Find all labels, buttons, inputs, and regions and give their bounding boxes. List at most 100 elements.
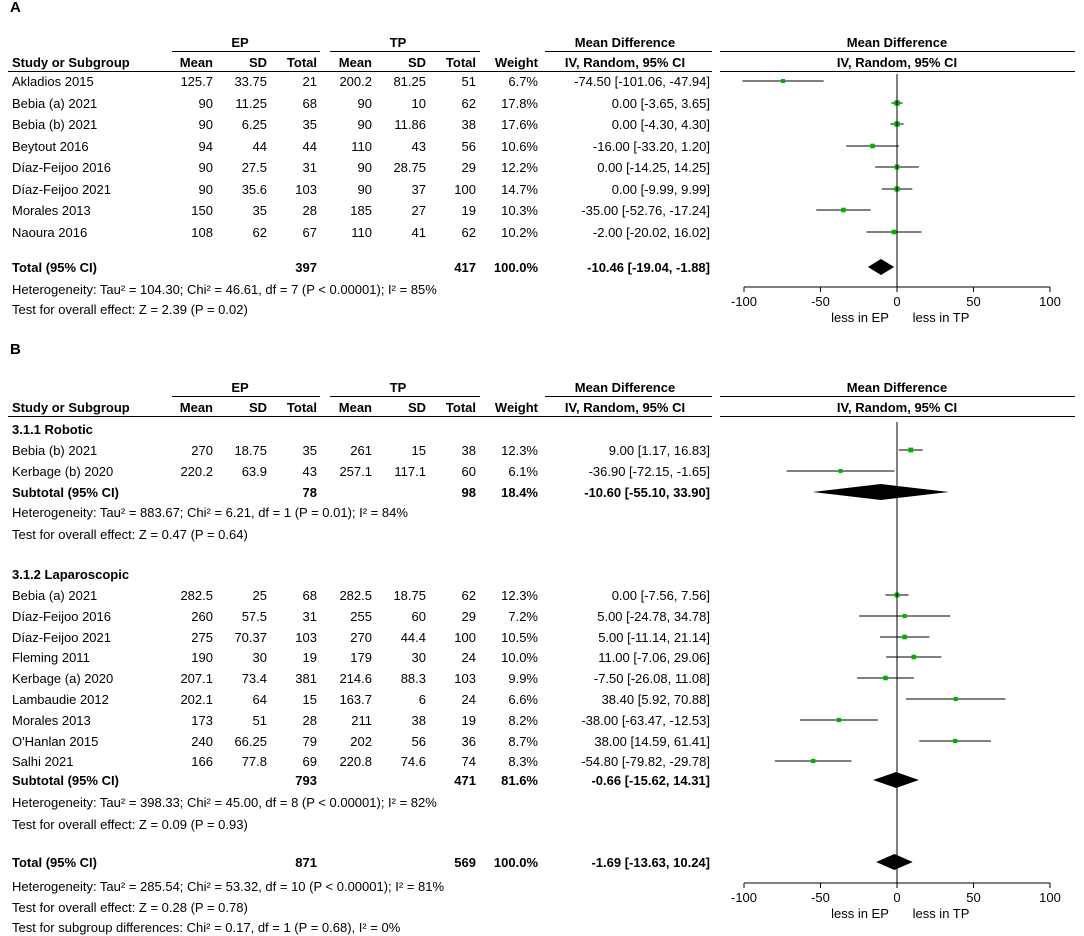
a-row-weight: 17.8% bbox=[501, 96, 538, 111]
b-axis-left-label: less in EP bbox=[831, 906, 889, 921]
a-total-diamond bbox=[867, 259, 895, 275]
a-row-tp-total: 62 bbox=[461, 96, 476, 111]
a-ep-underline bbox=[172, 51, 320, 52]
b-lap-row-study-name: Fleming 2011 bbox=[12, 650, 90, 665]
b-lap-row-ep-sd: 30 bbox=[252, 650, 267, 665]
a-md-underline-right bbox=[720, 51, 1075, 52]
a-total-ep-total: 397 bbox=[295, 260, 317, 275]
b-tp-header: TP bbox=[389, 380, 407, 395]
a-row-ci: -74.50 [-101.06, -47.94] bbox=[574, 74, 710, 89]
b-robotic-study-point bbox=[908, 447, 914, 453]
b-lap-row-study-name: Lambaudie 2012 bbox=[12, 692, 109, 707]
a-row-tp-total: 56 bbox=[461, 139, 476, 154]
a-row-weight: 6.7% bbox=[508, 74, 538, 89]
b-robotic-row-tp-mean: 261 bbox=[350, 443, 372, 458]
b-lap-row-ci: -54.80 [-79.82, -29.78] bbox=[581, 754, 710, 769]
a-row-tp-mean: 185 bbox=[350, 203, 372, 218]
b-lap-subtotal-weight: 81.6% bbox=[501, 773, 538, 788]
b-lap-row-weight: 9.9% bbox=[508, 671, 538, 686]
b-lap-row-ep-mean: 275 bbox=[191, 630, 213, 645]
a-row-ep-sd: 11.25 bbox=[235, 96, 267, 111]
b-lap-row-ep-total: 31 bbox=[302, 609, 317, 624]
a-row-weight: 17.6% bbox=[501, 117, 538, 132]
b-total-label: Total (95% CI) bbox=[12, 855, 97, 870]
b-lap-row-tp-mean: 220.8 bbox=[339, 754, 372, 769]
a-total-tp-total: 417 bbox=[454, 260, 476, 275]
a-row-ci: 0.00 [-3.65, 3.65] bbox=[611, 96, 710, 111]
a-row-ep-total: 31 bbox=[302, 160, 317, 175]
b-lap-row-tp-sd: 30 bbox=[411, 650, 426, 665]
b-md-underline-right bbox=[720, 396, 1075, 397]
b-total-diamond bbox=[876, 854, 913, 870]
b-lap-row-ci: 5.00 [-11.14, 21.14] bbox=[598, 630, 710, 645]
a-total-weight: 100.0% bbox=[493, 260, 538, 275]
a-row-weight: 12.2% bbox=[501, 160, 538, 175]
a-row-ep-mean: 90 bbox=[198, 182, 213, 197]
a-row-tp-total: 38 bbox=[461, 117, 476, 132]
a-axis-tick-label: -100 bbox=[730, 294, 758, 309]
b-lap-study-point bbox=[811, 758, 816, 764]
b-lap-row-tp-total: 103 bbox=[454, 671, 476, 686]
b-col-tp-total: Total bbox=[445, 400, 476, 415]
a-study-point bbox=[891, 229, 897, 235]
b-robotic-row-tp-sd: 117.1 bbox=[394, 464, 426, 479]
b-lap-row-ep-mean: 240 bbox=[191, 734, 213, 749]
b-overall-effect: Test for overall effect: Z = 0.28 (P = 0… bbox=[12, 900, 248, 915]
b-md-header-right: Mean Difference bbox=[846, 380, 948, 395]
b-lap-row-study-name: Díaz-Feijoo 2016 bbox=[12, 609, 111, 624]
b-lap-row-ep-mean: 260 bbox=[191, 609, 213, 624]
b-lap-row-weight: 7.2% bbox=[508, 609, 538, 624]
a-row-tp-mean: 90 bbox=[357, 96, 372, 111]
a-header-rule-right bbox=[720, 71, 1075, 72]
a-tp-header: TP bbox=[389, 35, 407, 50]
b-lap-row-tp-mean: 255 bbox=[350, 609, 372, 624]
b-robotic-row-study-name: Kerbage (b) 2020 bbox=[12, 464, 114, 479]
b-robotic-subtotal-tp-total: 98 bbox=[461, 485, 476, 500]
b-lap-row-ep-total: 28 bbox=[302, 713, 317, 728]
a-total-label: Total (95% CI) bbox=[12, 260, 97, 275]
b-lap-row-ci: 38.00 [14.59, 61.41] bbox=[594, 734, 710, 749]
b-lap-row-ep-sd: 51 bbox=[252, 713, 267, 728]
b-lap-row-ci: 5.00 [-24.78, 34.78] bbox=[597, 609, 710, 624]
a-col-md-sub-right: IV, Random, 95% CI bbox=[836, 55, 958, 70]
a-axis-tick-label: 0 bbox=[893, 294, 901, 309]
b-lap-row-tp-total: 19 bbox=[461, 713, 476, 728]
b-lap-row-ep-mean: 282.5 bbox=[180, 588, 213, 603]
b-lap-row-study-name: O'Hanlan 2015 bbox=[12, 734, 99, 749]
b-lap-row-ep-mean: 207.1 bbox=[180, 671, 213, 686]
b-robotic-row-ep-total: 35 bbox=[302, 443, 317, 458]
b-robotic-study-point bbox=[838, 469, 843, 473]
b-lap-row-ep-sd: 70.37 bbox=[234, 630, 267, 645]
a-study-point bbox=[780, 78, 786, 84]
b-ep-header: EP bbox=[231, 380, 249, 395]
a-axis-tick-label: -50 bbox=[811, 294, 830, 309]
b-total-ci: -1.69 [-13.63, 10.24] bbox=[591, 855, 710, 870]
a-row-ep-mean: 108 bbox=[191, 225, 213, 240]
b-axis-tick-label: 100 bbox=[1039, 890, 1061, 905]
a-row-tp-sd: 41 bbox=[411, 225, 426, 240]
a-row-tp-total: 51 bbox=[461, 74, 476, 89]
b-robotic-subtotal-label: Subtotal (95% CI) bbox=[12, 485, 119, 500]
a-row-ep-mean: 90 bbox=[198, 160, 213, 175]
b-lap-subtotal-ep-total: 793 bbox=[295, 773, 317, 788]
b-lap-row-study-name: Díaz-Feijoo 2021 bbox=[12, 630, 111, 645]
b-lap-row-weight: 12.3% bbox=[501, 588, 538, 603]
a-row-study-name: Bebia (a) 2021 bbox=[12, 96, 98, 111]
a-row-ep-sd: 35.6 bbox=[241, 182, 267, 197]
b-lap-row-ep-mean: 202.1 bbox=[180, 692, 213, 707]
b-tp-underline bbox=[330, 396, 480, 397]
b-lap-row-weight: 8.2% bbox=[508, 713, 538, 728]
a-row-study-name: Beytout 2016 bbox=[12, 139, 89, 154]
b-robotic-row-ep-mean: 220.2 bbox=[180, 464, 213, 479]
a-row-ep-total: 28 bbox=[302, 203, 317, 218]
a-row-ep-sd: 27.5 bbox=[241, 160, 267, 175]
b-md-header: Mean Difference bbox=[574, 380, 676, 395]
b-robotic-row-tp-total: 60 bbox=[461, 464, 476, 479]
b-lap-overall: Test for overall effect: Z = 0.09 (P = 0… bbox=[12, 817, 248, 832]
b-lap-row-weight: 8.3% bbox=[508, 754, 538, 769]
a-col-ep-sd: SD bbox=[248, 55, 267, 70]
a-row-tp-total: 19 bbox=[461, 203, 476, 218]
b-axis-tick-label: 0 bbox=[893, 890, 901, 905]
b-lap-title: 3.1.2 Laparoscopic bbox=[12, 567, 130, 582]
